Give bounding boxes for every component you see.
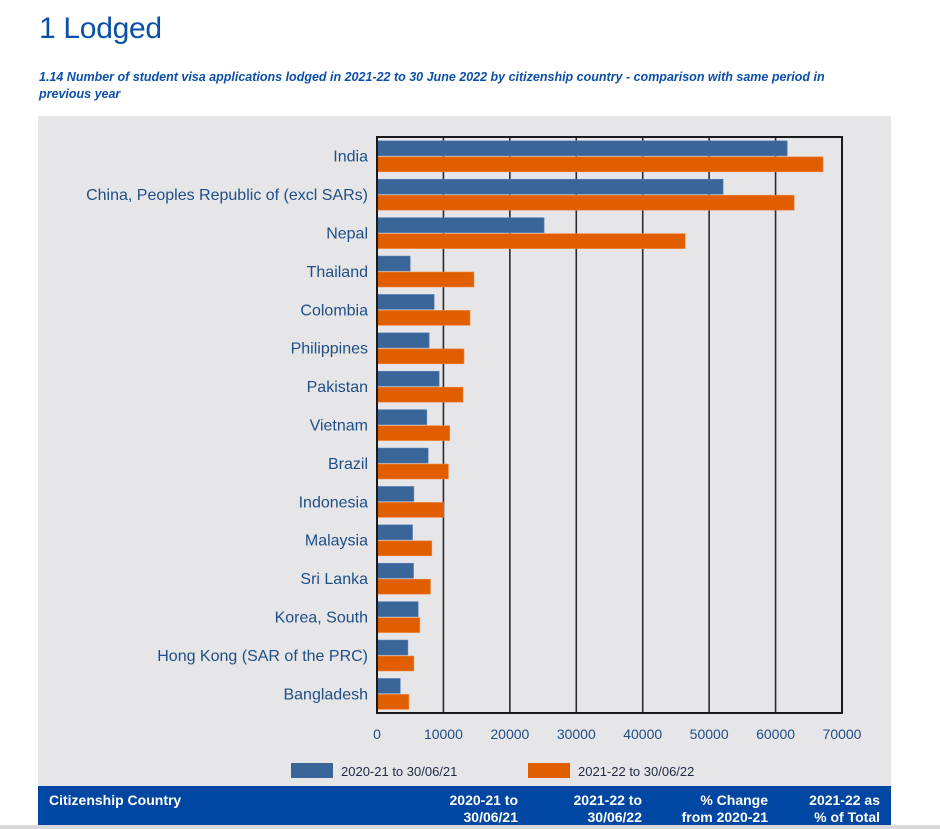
bar-2021-22 <box>376 425 451 441</box>
bar-2021-22 <box>376 271 475 288</box>
page-divider <box>0 825 940 829</box>
bar-2021-22 <box>376 540 433 557</box>
column-header-country-label: Citizenship Country <box>49 792 182 808</box>
legend-swatch <box>528 763 570 778</box>
bar-2021-22 <box>376 194 795 211</box>
chart-panel: India China, Peoples Republic of (excl SA… <box>38 116 891 786</box>
column-header-pct-total: 2021-22 as % of Total <box>760 792 880 826</box>
x-tick-label: 10000 <box>424 726 463 742</box>
category-label: Brazil <box>328 456 368 473</box>
bar-2020-21 <box>376 178 724 195</box>
x-tick-label: 0 <box>373 726 381 742</box>
bar-2021-22 <box>376 348 465 365</box>
bar-2020-21 <box>376 140 788 157</box>
column-header-2020-21-line2: 30/06/21 <box>463 809 519 825</box>
bar-2021-22 <box>376 386 464 403</box>
column-header-2021-22-line2: 30/06/22 <box>587 809 643 825</box>
category-label: Indonesia <box>299 494 368 511</box>
category-label: Hong Kong (SAR of the PRC) <box>157 648 368 665</box>
category-label: Korea, South <box>275 610 368 627</box>
x-tick-label: 70000 <box>823 726 862 742</box>
category-label: Bangladesh <box>283 686 368 703</box>
bar-2020-21 <box>376 524 413 541</box>
column-header-2020-21: 2020-21 to 30/06/21 <box>398 792 518 826</box>
bar-2021-22 <box>376 233 686 249</box>
category-label: Pakistan <box>307 379 368 396</box>
bar-chart: India China, Peoples Republic of (excl SA… <box>86 136 862 779</box>
plot-frame <box>376 136 843 714</box>
x-tick-label: 50000 <box>690 726 729 742</box>
bar-2020-21 <box>376 562 414 579</box>
category-label: China, Peoples Republic of (excl SARs) <box>86 187 368 204</box>
column-header-pct-change: % Change from 2020-21 <box>648 792 768 826</box>
bar-2021-22 <box>376 463 449 480</box>
x-tick-label: 20000 <box>490 726 529 742</box>
bar-2020-21 <box>376 639 409 656</box>
category-label: India <box>333 149 368 166</box>
column-header-2021-22-line1: 2021-22 to <box>573 792 642 808</box>
category-label: Malaysia <box>305 533 368 550</box>
bar-2021-22 <box>376 617 421 633</box>
column-header-2021-22: 2021-22 to 30/06/22 <box>522 792 642 826</box>
bar-2020-21 <box>376 447 429 464</box>
bar-2021-22 <box>376 578 431 595</box>
bar-2021-22 <box>376 694 410 710</box>
x-tick-label: 30000 <box>557 726 596 742</box>
bar-2020-21 <box>376 409 428 425</box>
bar-2020-21 <box>376 332 430 349</box>
bar-2020-21 <box>376 486 415 502</box>
column-header-country: Citizenship Country <box>49 792 181 809</box>
bar-2021-22 <box>376 310 471 326</box>
bar-2020-21 <box>376 255 411 272</box>
bar-2021-22 <box>376 655 415 672</box>
bar-2021-22 <box>376 156 824 173</box>
column-header-pct-total-line1: 2021-22 as <box>809 792 880 808</box>
bar-2020-21 <box>376 370 440 387</box>
table-header: Citizenship Country 2020-21 to 30/06/21 … <box>38 786 891 825</box>
category-label: Colombia <box>300 302 368 319</box>
legend-label: 2020-21 to 30/06/21 <box>341 764 457 779</box>
bar-2020-21 <box>376 217 545 233</box>
x-tick-label: 40000 <box>623 726 662 742</box>
bar-2020-21 <box>376 678 401 694</box>
page-title: 1 Lodged <box>39 12 162 45</box>
column-header-pct-total-line2: % of Total <box>814 809 880 825</box>
column-header-pct-change-line2: from 2020-21 <box>681 809 768 825</box>
category-label: Sri Lanka <box>300 571 368 588</box>
category-label: Philippines <box>291 341 368 358</box>
bar-2020-21 <box>376 294 435 310</box>
chart-subtitle: 1.14 Number of student visa applications… <box>39 70 825 101</box>
category-label: Vietnam <box>310 418 368 435</box>
category-label: Thailand <box>307 264 368 281</box>
bar-2021-22 <box>376 502 444 518</box>
category-label: Nepal <box>326 226 368 243</box>
bar-2020-21 <box>376 601 419 617</box>
column-header-pct-change-line1: % Change <box>700 792 768 808</box>
column-header-2020-21-line1: 2020-21 to <box>449 792 518 808</box>
legend-label: 2021-22 to 30/06/22 <box>578 764 694 779</box>
legend-swatch <box>291 763 333 778</box>
x-tick-label: 60000 <box>756 726 795 742</box>
